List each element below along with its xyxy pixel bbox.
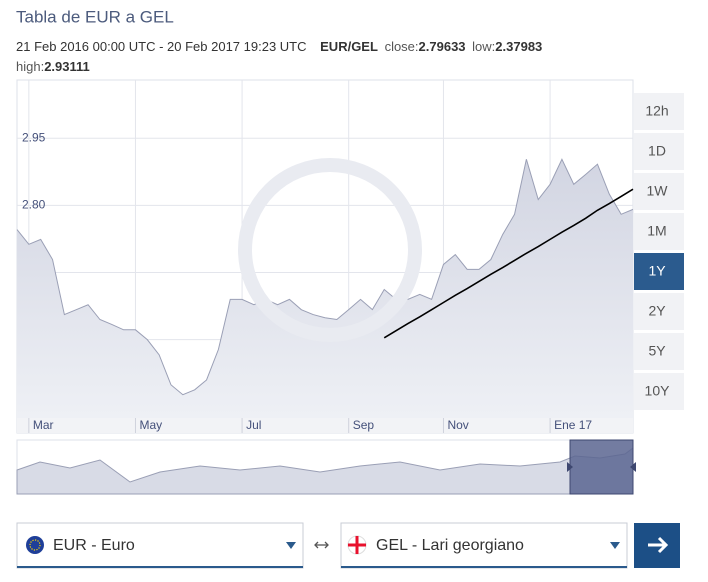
period-button[interactable]: [634, 93, 684, 130]
period-button[interactable]: [634, 293, 684, 330]
period-button[interactable]: [634, 213, 684, 250]
x-tick-label: Jul: [246, 418, 261, 432]
low: 2.37983: [495, 39, 542, 54]
dropdown-caret[interactable]: [610, 542, 620, 549]
trend-line: [383, 188, 634, 339]
ge-cross: [348, 536, 366, 554]
x-tick-label: May: [139, 418, 162, 432]
title: Tabla de EUR a GEL: [16, 7, 174, 26]
x-tick-label: Sep: [353, 418, 375, 432]
to-select[interactable]: [340, 522, 628, 569]
x-axis-band: [17, 418, 633, 433]
period-label[interactable]: 1D: [648, 143, 666, 159]
period-label[interactable]: 1Y: [648, 263, 666, 279]
y-tick-label: 2.95: [22, 130, 46, 144]
info-line: 21 Feb 2016 00:00 UTC - 20 Feb 2017 19:2…: [16, 39, 542, 54]
navigator-handle[interactable]: [567, 462, 573, 472]
period-buttons: 12h 1D 1W 1M 1Y 2Y 5Y 10Y: [634, 93, 684, 410]
low-label: low:: [472, 39, 495, 54]
high-label: high:: [16, 59, 44, 74]
period-label[interactable]: 10Y: [645, 383, 671, 399]
period-label[interactable]: 5Y: [648, 343, 666, 359]
info-line-2: high:2.93111: [16, 59, 90, 74]
dropdown-caret[interactable]: [286, 542, 296, 549]
navigator-selection[interactable]: [569, 439, 634, 495]
convert-arrow: [648, 536, 669, 554]
close: 2.79633: [419, 39, 466, 54]
period-label[interactable]: 12h: [645, 103, 668, 119]
period-button[interactable]: [634, 253, 684, 290]
close-label: close:: [385, 39, 419, 54]
x-tick-label: Nov: [447, 418, 468, 432]
plot: 2.352.502.652.802.95: [16, 80, 634, 418]
watermark: [238, 158, 422, 342]
from-select[interactable]: [16, 522, 304, 569]
x-axis: Mar May Jul Sep Nov Ene 17: [28, 418, 592, 433]
from-currency[interactable]: EUR - Euro: [53, 537, 135, 554]
high: 2.93111: [44, 59, 90, 74]
x-tick-label: Mar: [33, 418, 54, 432]
to-currency[interactable]: GEL - Lari georgiano: [376, 537, 524, 554]
period-label[interactable]: 2Y: [648, 303, 666, 319]
eu-flag: [26, 536, 44, 554]
area: [17, 159, 633, 418]
x-tick-label: Ene 17: [554, 418, 592, 432]
line: [16, 158, 634, 396]
period-button[interactable]: [634, 333, 684, 370]
eu-stars: [29, 539, 41, 551]
period-label[interactable]: 1M: [647, 223, 666, 239]
swap-icon[interactable]: [314, 541, 329, 549]
range: 21 Feb 2016 00:00 UTC - 20 Feb 2017 19:2…: [16, 39, 307, 54]
y-tick-label: 2.80: [22, 198, 46, 212]
navigator-handle[interactable]: [630, 462, 636, 472]
period-label[interactable]: 1W: [647, 183, 669, 199]
period-button[interactable]: [634, 173, 684, 210]
pair: EUR/GEL: [320, 39, 378, 54]
period-button[interactable]: [634, 133, 684, 170]
period-button[interactable]: [634, 373, 684, 410]
